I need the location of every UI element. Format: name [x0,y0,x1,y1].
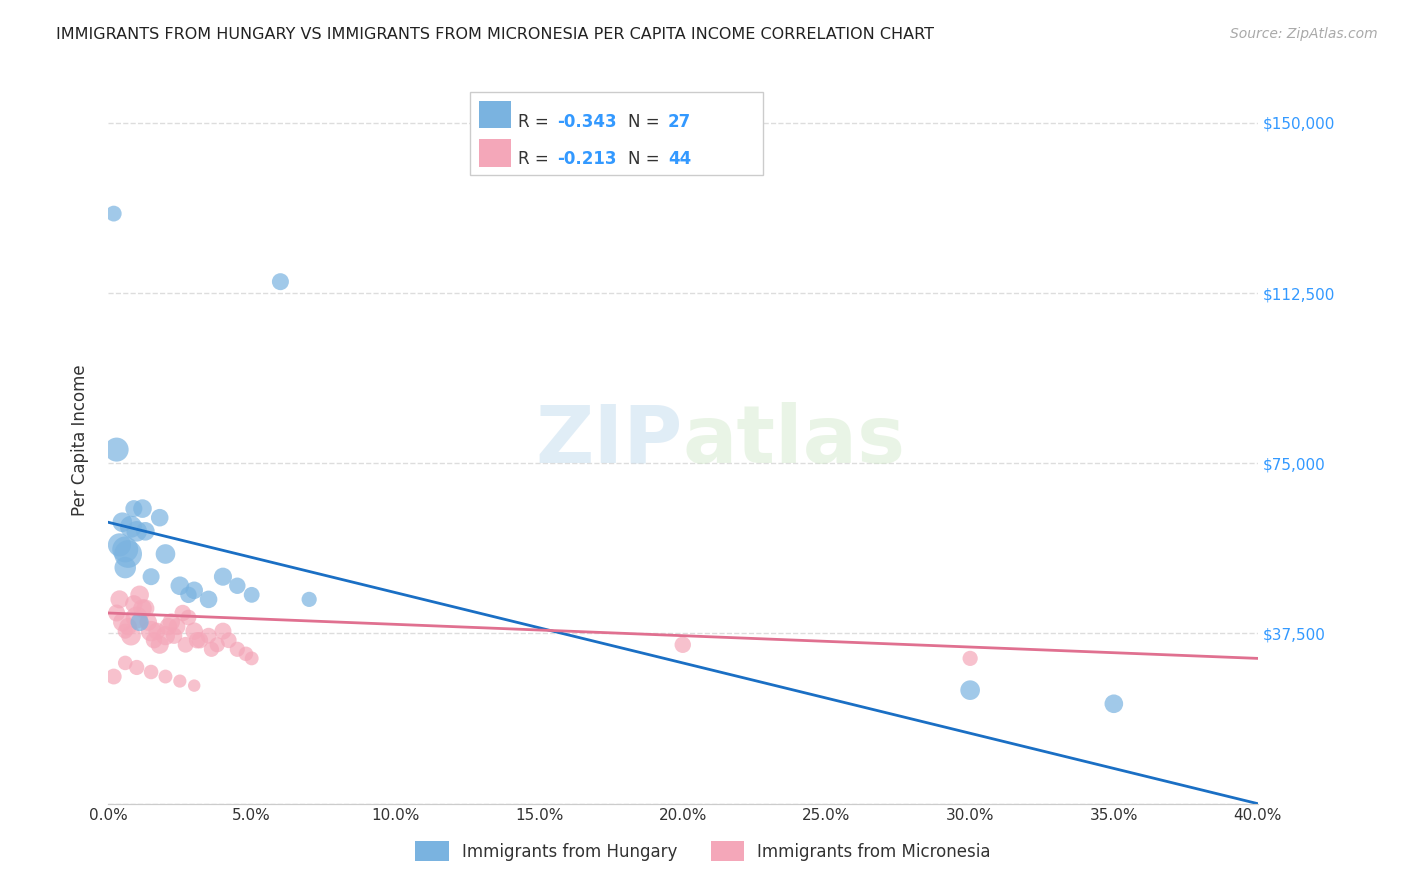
Point [177,610,200,624]
Text: 44: 44 [668,151,692,169]
Text: N =: N = [627,112,665,131]
Point [114,542,136,557]
Point [240,651,263,665]
Text: atlas: atlas [683,401,905,480]
Legend: Immigrants from Hungary, Immigrants from Micronesia: Immigrants from Hungary, Immigrants from… [402,828,1004,875]
Point [120,629,142,643]
Point [298,592,321,607]
Point [128,615,150,629]
Point [212,624,235,639]
Point [197,629,219,643]
Point [139,624,162,639]
FancyBboxPatch shape [479,139,512,167]
Point [122,501,145,516]
Point [188,633,211,648]
Text: IMMIGRANTS FROM HUNGARY VS IMMIGRANTS FROM MICRONESIA PER CAPITA INCOME CORRELAT: IMMIGRANTS FROM HUNGARY VS IMMIGRANTS FR… [56,27,934,42]
Point [226,579,249,593]
Text: R =: R = [519,112,554,131]
Text: ZIP: ZIP [536,401,683,480]
Point [134,601,156,615]
Point [169,579,191,593]
Point [672,638,695,652]
Point [149,638,172,652]
Point [125,610,148,624]
Point [172,606,194,620]
Point [108,592,131,607]
Text: R =: R = [519,151,554,169]
Text: N =: N = [627,151,665,169]
Point [105,606,128,620]
Text: 27: 27 [668,112,692,131]
Point [1102,697,1125,711]
Point [105,442,128,457]
Point [959,683,981,698]
Text: Source: ZipAtlas.com: Source: ZipAtlas.com [1230,27,1378,41]
Point [143,633,166,648]
Point [200,642,222,657]
Point [226,642,249,657]
Point [131,501,153,516]
Point [186,633,208,648]
Point [218,633,240,648]
Point [139,570,162,584]
FancyBboxPatch shape [470,92,763,176]
Text: -0.343: -0.343 [557,112,617,131]
Point [174,638,197,652]
Point [134,524,156,539]
Y-axis label: Per Capita Income: Per Capita Income [72,365,89,516]
Point [157,619,180,633]
Point [125,660,148,674]
Point [103,669,125,683]
Point [125,524,148,539]
Point [183,583,205,598]
Point [103,206,125,220]
Point [111,515,134,529]
Point [111,615,134,629]
Point [128,588,150,602]
Point [155,629,177,643]
Point [117,619,139,633]
Point [163,629,186,643]
Point [205,638,228,652]
Point [183,679,205,693]
Point [166,619,188,633]
Point [139,665,162,679]
Point [122,597,145,611]
Point [117,547,139,561]
Point [114,656,136,670]
Point [108,538,131,552]
Point [959,651,981,665]
Point [114,624,136,639]
Point [155,547,177,561]
Point [235,647,257,661]
Point [169,674,191,689]
Point [146,624,169,639]
Text: -0.213: -0.213 [557,151,617,169]
Point [177,588,200,602]
Point [197,592,219,607]
Point [149,510,172,524]
Point [269,275,291,289]
Point [131,601,153,615]
Point [136,615,159,629]
Point [160,615,183,629]
Point [212,570,235,584]
Point [240,588,263,602]
Point [183,624,205,639]
Point [114,560,136,574]
Point [155,669,177,683]
Point [120,520,142,534]
FancyBboxPatch shape [479,101,512,128]
